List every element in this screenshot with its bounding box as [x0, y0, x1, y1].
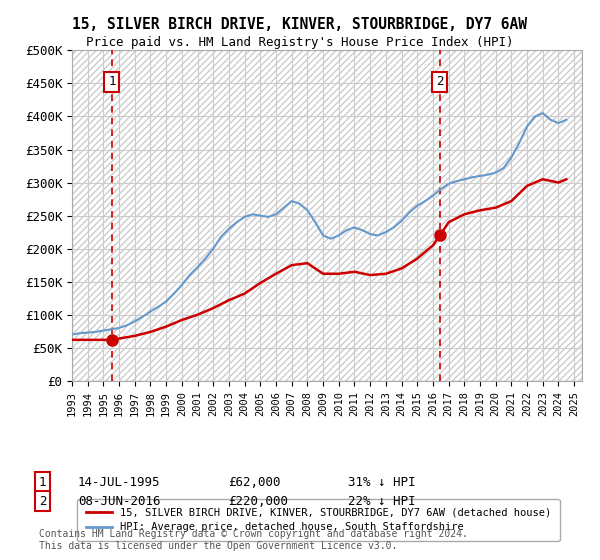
Text: 2: 2 — [436, 75, 443, 88]
Text: £62,000: £62,000 — [228, 476, 281, 489]
Text: 1: 1 — [39, 476, 47, 489]
Text: Contains HM Land Registry data © Crown copyright and database right 2024.
This d: Contains HM Land Registry data © Crown c… — [39, 529, 468, 551]
Text: Price paid vs. HM Land Registry's House Price Index (HPI): Price paid vs. HM Land Registry's House … — [86, 36, 514, 49]
Text: £220,000: £220,000 — [228, 494, 288, 508]
Text: 22% ↓ HPI: 22% ↓ HPI — [348, 494, 415, 508]
Text: 31% ↓ HPI: 31% ↓ HPI — [348, 476, 415, 489]
Text: 08-JUN-2016: 08-JUN-2016 — [78, 494, 161, 508]
Text: 1: 1 — [108, 75, 116, 88]
Legend: 15, SILVER BIRCH DRIVE, KINVER, STOURBRIDGE, DY7 6AW (detached house), HPI: Aver: 15, SILVER BIRCH DRIVE, KINVER, STOURBRI… — [77, 499, 560, 541]
Text: 14-JUL-1995: 14-JUL-1995 — [78, 476, 161, 489]
Text: 15, SILVER BIRCH DRIVE, KINVER, STOURBRIDGE, DY7 6AW: 15, SILVER BIRCH DRIVE, KINVER, STOURBRI… — [73, 17, 527, 32]
Text: 2: 2 — [39, 494, 47, 508]
